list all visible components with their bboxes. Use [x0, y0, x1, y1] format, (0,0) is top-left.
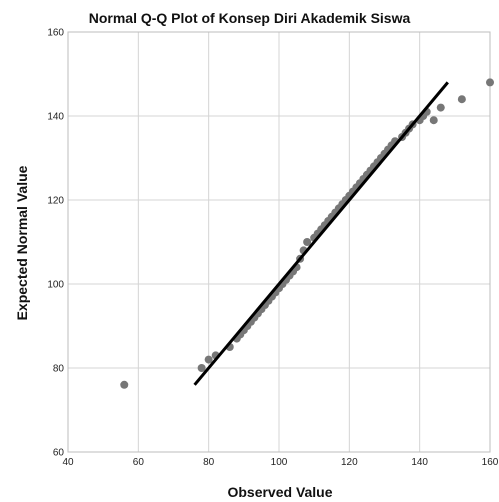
grid-lines	[67, 31, 491, 453]
y-axis-ticks: 60 80 100 120 140 160	[47, 28, 64, 459]
y-tick-label: 160	[47, 28, 64, 39]
data-point	[429, 116, 438, 125]
y-axis-label: Expected Normal Value	[14, 165, 30, 321]
y-tick-label: 80	[53, 364, 65, 375]
x-tick-label: 100	[271, 457, 288, 468]
x-tick-label: 160	[482, 457, 499, 468]
data-point	[436, 103, 445, 112]
y-tick-label: 60	[53, 448, 65, 459]
x-tick-label: 60	[133, 457, 145, 468]
data-point	[120, 380, 129, 389]
x-axis-label: Observed Value	[227, 484, 333, 500]
reference-line	[193, 81, 449, 386]
x-tick-label: 140	[411, 457, 428, 468]
data-points	[120, 78, 494, 389]
y-tick-label: 140	[47, 112, 64, 123]
x-tick-label: 120	[341, 457, 358, 468]
y-tick-label: 100	[47, 280, 64, 291]
chart-title: Normal Q-Q Plot of Konsep Diri Akademik …	[88, 10, 411, 26]
plot-frame	[67, 31, 491, 453]
data-point	[486, 78, 494, 87]
x-axis-ticks: 40 60 80 100 120 140 160	[62, 457, 498, 468]
data-point	[303, 238, 312, 246]
x-tick-label: 40	[62, 457, 74, 468]
x-tick-label: 80	[203, 457, 215, 468]
data-point	[457, 95, 466, 104]
y-tick-label: 120	[47, 196, 64, 207]
data-point	[197, 364, 206, 372]
data-point	[204, 355, 213, 364]
